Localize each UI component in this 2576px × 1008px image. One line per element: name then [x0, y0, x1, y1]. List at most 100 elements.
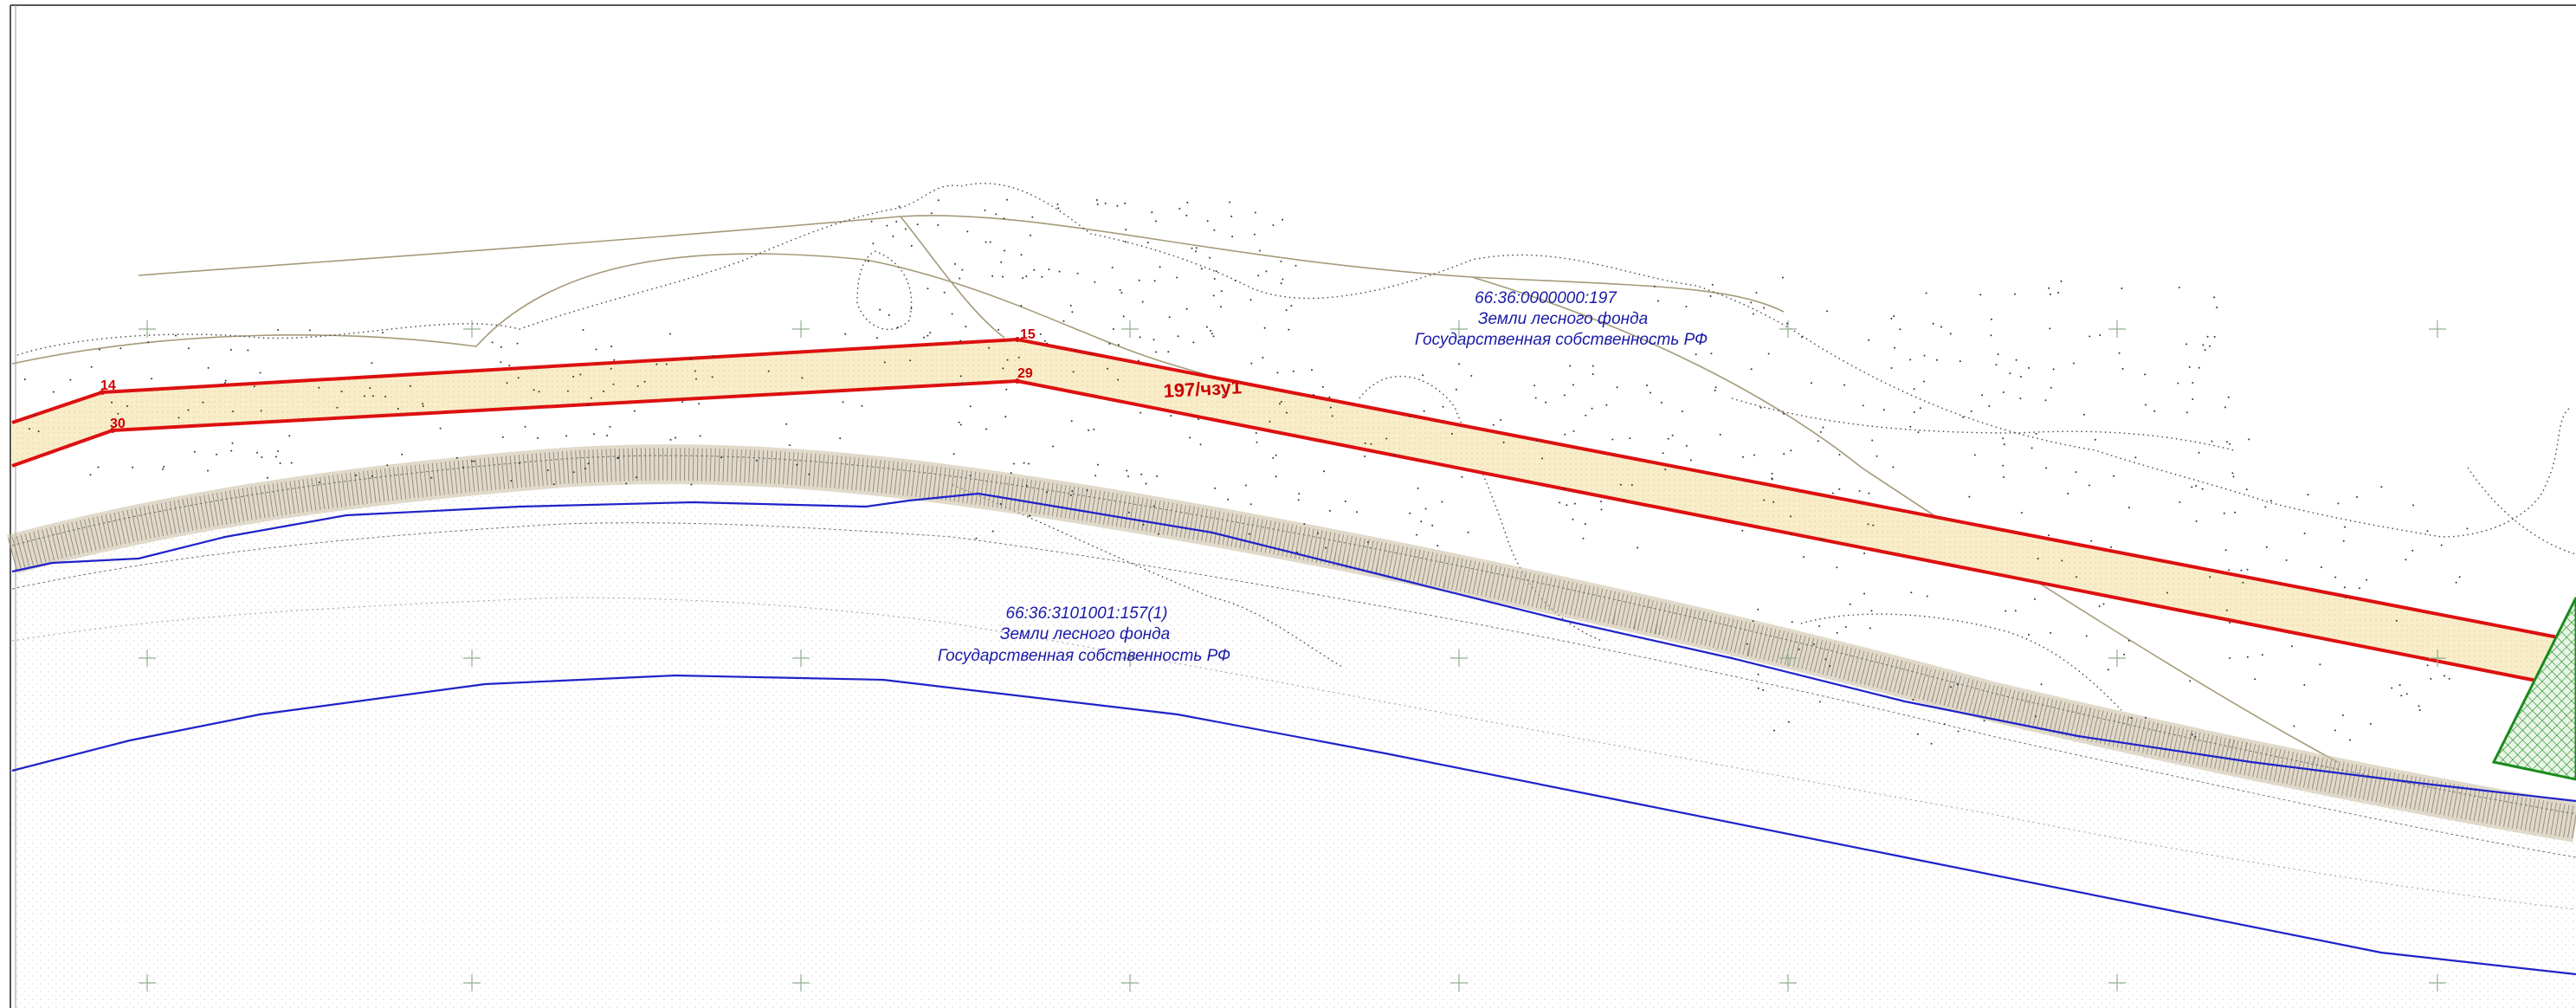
- vegetation-dot: [592, 433, 595, 436]
- vegetation-dot: [2110, 546, 2113, 548]
- vegetation-dot: [1940, 326, 1942, 328]
- corridor-197-chzu1: [11, 337, 2576, 690]
- vegetation-dot: [2130, 717, 2133, 719]
- vegetation-dot: [923, 336, 926, 339]
- vegetation-dot: [1762, 688, 1765, 691]
- vegetation-dot: [1112, 328, 1114, 330]
- vegetation-dot: [1220, 290, 1223, 293]
- vegetation-dot: [625, 482, 628, 485]
- vegetation-dot: [397, 408, 399, 410]
- vegetation-dot: [1104, 202, 1107, 204]
- vegetation-dot: [898, 205, 901, 208]
- vegetation-dot: [1750, 301, 1753, 304]
- vegetation-dot: [1956, 683, 1959, 686]
- vegetation-dot: [229, 348, 232, 351]
- vegetation-dot: [961, 383, 964, 384]
- parcel-197-ownership: Государственная собственность РФ: [1415, 331, 1708, 349]
- vegetation-dot: [1416, 533, 1417, 536]
- vegetation-dot: [2261, 654, 2263, 656]
- vegetation-dot: [2418, 705, 2420, 708]
- vegetation-dot: [1455, 388, 1457, 391]
- vegetation-dot: [1431, 524, 1434, 527]
- vegetation-dot: [1630, 484, 1633, 487]
- vegetation-dot: [1572, 430, 1575, 432]
- vegetation-dot: [1423, 410, 1425, 412]
- vegetation-dot: [1199, 443, 1202, 446]
- vegetation-dot: [1502, 441, 1505, 443]
- vegetation-dot: [711, 376, 713, 378]
- vegetation-dot: [1212, 294, 1215, 297]
- vegetation-dot: [538, 391, 540, 393]
- vegetation-dot: [1209, 256, 1211, 259]
- vegetation-dot: [2405, 693, 2408, 695]
- vegetation-dot: [1849, 603, 1851, 605]
- vegetation-dot: [965, 326, 967, 328]
- vegetation-dot: [2334, 729, 2336, 732]
- vegetation-dot: [290, 462, 293, 464]
- vegetation-dot: [1006, 198, 1008, 201]
- vegetation-dot: [1213, 278, 1216, 280]
- vegetation-dot: [1545, 401, 1547, 404]
- vegetation-dot: [2213, 296, 2216, 299]
- vegetation-dot: [1801, 336, 1803, 339]
- vegetation-dot: [1025, 275, 1028, 278]
- vegetation-dot: [1127, 475, 1129, 478]
- vegetation-dot: [1821, 538, 1824, 540]
- vegetation-dot: [2127, 639, 2130, 642]
- vegetation-dot: [2044, 399, 2047, 402]
- vegetation-dot: [1117, 378, 1120, 381]
- vegetation-dot: [1222, 394, 1224, 396]
- vegetation-dot: [610, 367, 612, 370]
- vegetation-dot: [1230, 215, 1233, 217]
- vegetation-dot: [98, 348, 100, 351]
- vegetation-dot: [1020, 254, 1023, 256]
- vegetation-dot: [1566, 504, 1568, 507]
- vegetation-dot: [2201, 488, 2204, 490]
- vegetation-dot: [1003, 217, 1005, 220]
- parcel-157-category: Земли лесного фонда: [1000, 625, 1170, 643]
- vegetation-dot: [2195, 485, 2198, 488]
- vegetation-dot: [1366, 541, 1369, 544]
- vegetation-dot: [969, 475, 972, 477]
- vegetation-dot: [2411, 549, 2414, 552]
- vegetation-dot: [883, 361, 886, 364]
- vegetation-dot: [2185, 343, 2188, 346]
- vegetation-dot: [1541, 457, 1544, 460]
- vegetation-dot: [1176, 276, 1178, 279]
- vegetation-dot: [1004, 416, 1007, 418]
- vegetation-dot: [579, 373, 582, 376]
- vegetation-dot: [1254, 233, 1256, 236]
- vegetation-dot: [699, 435, 701, 437]
- vegetation-dot: [1936, 359, 1938, 361]
- vegetation-dot: [223, 382, 226, 384]
- vegetation-dot: [52, 391, 55, 393]
- vegetation-dot: [839, 437, 842, 440]
- vegetation-dot: [119, 347, 122, 350]
- vegetation-dot: [1600, 508, 1603, 511]
- vegetation-dot: [2246, 568, 2249, 571]
- vegetation-dot: [1767, 352, 1770, 355]
- vegetation-dot: [518, 462, 520, 464]
- vegetation-dot: [1671, 434, 1674, 436]
- vegetation-dot: [1871, 439, 1874, 442]
- vegetation-dot: [2192, 398, 2194, 400]
- vegetation-dot: [2179, 501, 2181, 503]
- vegetation-dot: [1863, 592, 1865, 595]
- vegetation-dot: [2134, 456, 2137, 459]
- vegetation-dot: [1582, 537, 1585, 540]
- zone-label: 197/чзу1: [1163, 376, 1243, 402]
- vegetation-dot: [875, 337, 878, 339]
- vegetation-dot: [2166, 591, 2168, 594]
- vegetation-dot: [1798, 648, 1800, 650]
- vegetation-dot: [1229, 201, 1231, 204]
- vegetation-dot: [1819, 701, 1821, 703]
- vegetation-dot: [2209, 345, 2211, 347]
- vegetation-dot: [2048, 534, 2050, 537]
- vegetation-dot: [1559, 501, 1561, 504]
- vegetation-dot: [1858, 490, 1861, 492]
- vegetation-dot: [1843, 384, 1845, 386]
- vegetation-dot: [2254, 678, 2256, 681]
- vegetation-dot: [1195, 247, 1198, 249]
- vegetation-dot: [1970, 410, 1972, 412]
